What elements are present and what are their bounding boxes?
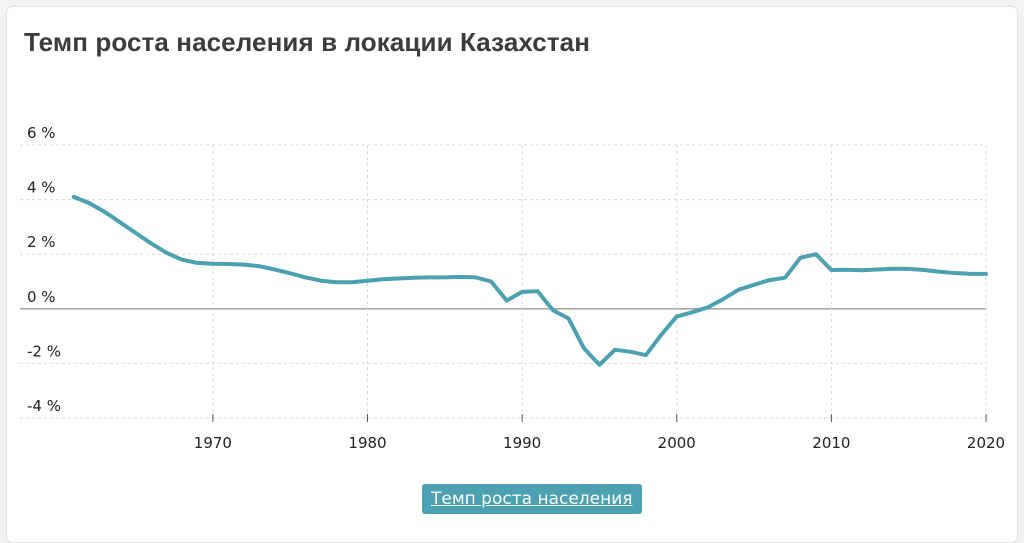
y-tick-label: -4 % bbox=[27, 397, 61, 415]
chart-card: Темп роста населения в локации Казахстан bbox=[6, 6, 1018, 543]
y-tick-label: 6 % bbox=[27, 124, 56, 142]
x-tick-label: 1990 bbox=[503, 434, 541, 452]
y-axis-ticks: -4 % -2 % 0 % 2 % 4 % 6 % bbox=[27, 124, 61, 415]
y-tick-label: -2 % bbox=[27, 342, 61, 360]
legend-toggle-population-growth[interactable]: Темп роста населения bbox=[422, 484, 642, 514]
chart-title: Темп роста населения в локации Казахстан bbox=[24, 27, 591, 57]
y-tick-label: 0 % bbox=[27, 288, 56, 306]
x-axis-ticks: 1970 1980 1990 2000 2010 2020 bbox=[194, 414, 1005, 452]
x-tick-label: 2000 bbox=[658, 434, 696, 452]
x-tick-label: 2010 bbox=[812, 434, 850, 452]
grid-lines bbox=[20, 144, 987, 419]
series-line-population-growth bbox=[71, 194, 988, 367]
x-tick-label: 1970 bbox=[194, 434, 232, 452]
x-tick-label: 2020 bbox=[967, 434, 1005, 452]
series-layer bbox=[71, 194, 988, 367]
y-tick-label: 2 % bbox=[27, 233, 56, 251]
x-tick-label: 1980 bbox=[348, 434, 386, 452]
y-tick-label: 4 % bbox=[27, 179, 56, 197]
